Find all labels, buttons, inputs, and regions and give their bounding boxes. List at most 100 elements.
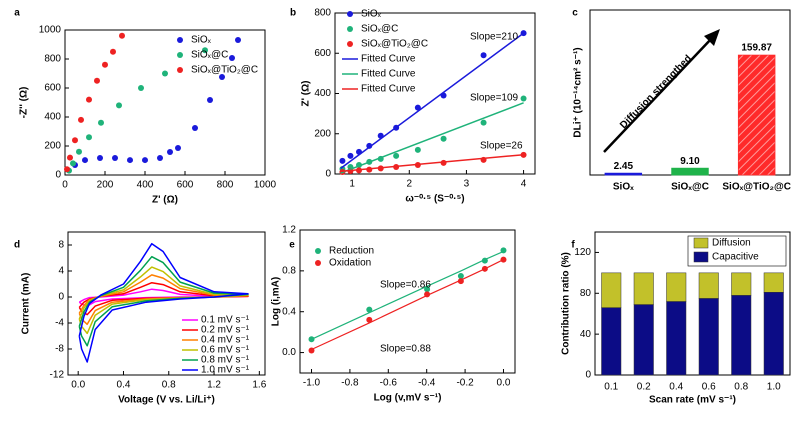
x-tick-label: -0.8 [341,378,359,389]
data-point [94,77,100,84]
data-point [110,48,116,55]
data-point [175,145,181,152]
data-point [127,157,133,164]
data-point [366,306,373,313]
y-tick-label: 600 [314,48,331,59]
x-tick-label: 0.0 [71,380,85,391]
y-tick-label: 40 [580,329,592,340]
x-tick-label: -0.6 [380,378,398,389]
bar-segment [698,298,719,376]
bar-segment [698,272,719,299]
x-tick-label: 1 [349,179,355,190]
bar-segment [633,304,654,376]
value-label: 9.10 [680,156,700,167]
x-tick-label: 0 [62,180,68,191]
x-tick-label: 600 [177,180,194,191]
data-line [311,259,504,351]
x-tick-label: 0.8 [734,382,748,393]
data-point [414,146,421,153]
data-point [72,137,78,144]
x-tick-label: 400 [137,180,154,191]
data-line [340,32,525,170]
y-tick-label: 0 [58,292,64,303]
data-point [366,142,373,149]
data-point [235,37,241,44]
data-point [97,155,103,162]
y-tick-label: 0.8 [282,265,296,276]
panel-letter: c [572,8,578,19]
panel-letter: b [290,8,296,19]
data-point [192,125,198,132]
value-label: 2.45 [614,161,634,172]
panel-letter: f [571,240,575,251]
x-tick-label: 0.4 [117,380,131,391]
annotation: Diffusion strengthed [618,53,694,131]
data-point [424,286,431,293]
y-tick-label: 200 [314,128,331,139]
data-point [414,104,421,111]
legend-label: SiOₓ@C [361,24,398,35]
x-axis-label: Voltage (V vs. Li/Li⁺) [118,395,215,406]
legend-marker [177,37,183,43]
data-line [340,102,524,174]
y-tick-label: 4 [58,266,64,277]
data-point [229,54,235,61]
legend-label: SiOₓ [191,35,212,46]
data-point [347,152,354,159]
y-tick-label: -8 [55,344,64,355]
x-tick-label: 1.0 [767,382,781,393]
legend-label: 0.1 mV s⁻¹ [201,315,250,326]
legend-label: 0.2 mV s⁻¹ [201,325,250,336]
y-tick-label: 8 [58,240,64,251]
bar-segment [601,272,622,308]
legend-label: Capacitive [712,252,759,263]
legend-label: 0.8 mV s⁻¹ [201,355,250,366]
y-axis-label: Contribution ratio (%) [561,252,572,355]
legend-label: SiOₓ@TiO₂@C [191,65,258,76]
data-point [393,152,400,159]
y-axis-label: Log (i,mA) [271,277,282,326]
data-line [311,250,504,340]
y-axis-label: -Z'' (Ω) [19,87,30,119]
plot-frame [594,231,791,376]
data-point [67,154,73,161]
data-point [116,102,122,109]
data-point [138,85,144,91]
legend-marker [177,67,183,73]
annotation: Slope=0.88 [380,344,431,355]
y-tick-label: 600 [44,83,61,94]
legend-label: Fitted Curve [361,69,416,80]
plot-frame [64,29,266,176]
x-tick-label: 4 [521,179,527,190]
bar [671,167,709,176]
x-tick-label: -1.0 [303,378,321,389]
x-tick-label: 1000 [254,180,277,191]
annotation: Slope=26 [480,141,523,152]
data-point [70,160,76,167]
legend-label: Fitted Curve [361,54,416,65]
data-point [112,155,118,162]
bar-segment [601,307,622,376]
data-point [142,157,148,164]
data-point [76,148,82,155]
x-tick-label: SiOₓ [613,182,634,193]
x-tick-label: -0.2 [456,378,474,389]
data-point [102,61,108,68]
data-point [119,32,125,39]
legend-label: SiOₓ@TiO₂@C [361,39,428,50]
y-tick-label: 200 [44,141,61,152]
annotation-arrow [603,37,713,153]
panel-letter: e [289,240,295,251]
y-tick-label: 400 [44,112,61,123]
x-tick-label: 0.1 [604,382,618,393]
bar-segment [666,272,687,302]
legend-label: Diffusion [712,238,751,249]
legend-swatch [693,237,709,249]
data-point [520,95,527,102]
data-point [98,119,104,126]
legend-marker [315,248,321,254]
x-tick-label: 0.8 [162,380,176,391]
x-tick-label: 0.6 [702,382,716,393]
plot-frame [299,229,516,374]
